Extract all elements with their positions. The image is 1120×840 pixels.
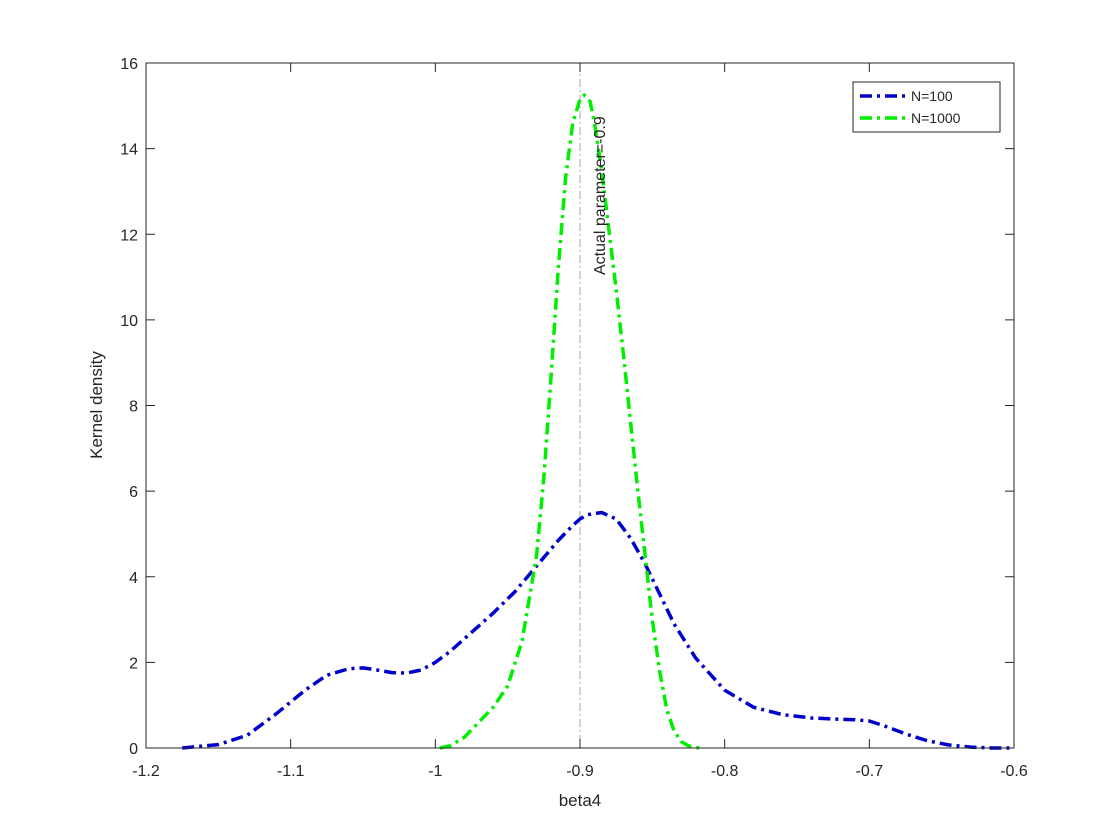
y-tick-label: 8 [129,399,138,416]
y-tick-label: 10 [120,313,138,330]
y-tick-label: 4 [129,570,138,587]
legend-box [852,81,1001,133]
x-tick-label: -1.1 [277,763,305,780]
legend-label-2: N=1000 [911,110,961,126]
legend: N=100 N=1000 [852,81,1001,133]
annotation-label: Actual parameter=-0.9 [592,116,609,275]
y-tick-label: 16 [120,56,138,73]
x-axis-label: beta4 [559,791,602,810]
x-tick-label: -1 [428,763,442,780]
series-line-2 [439,93,704,750]
y-tick-label: 6 [129,484,138,501]
ticks-layer: -1.2 -1.1 -1 -0.9 -0.8 -0.7 -0.6 0 2 4 6 8 10 12 14 16 [120,56,1028,780]
legend-label-1: N=100 [911,88,953,104]
y-tick-label: 12 [120,227,138,244]
y-tick-label: 14 [120,142,138,159]
y-tick-label: 0 [129,741,138,758]
x-tick-label: -1.2 [132,763,160,780]
x-tick-label: -0.8 [711,763,739,780]
series-line-1 [182,510,1014,750]
x-tick-label: -0.9 [566,763,594,780]
y-axis-label: Kernel density [87,351,106,459]
y-tick-label: 2 [129,655,138,672]
x-tick-label: -0.7 [856,763,884,780]
series-layer [182,93,1014,750]
x-tick-label: -0.6 [1000,763,1028,780]
